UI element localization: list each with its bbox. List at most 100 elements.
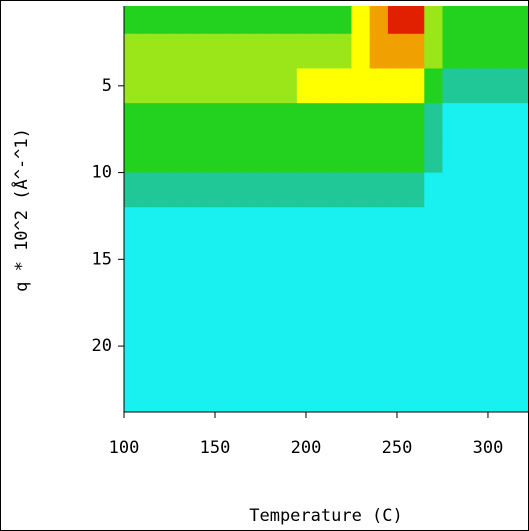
heatmap-cell <box>315 207 334 243</box>
heatmap-cell <box>124 68 134 104</box>
heatmap-cell <box>151 6 170 35</box>
heatmap-cell <box>242 33 261 69</box>
heatmap-cell <box>333 311 352 347</box>
heatmap-cell <box>424 311 443 347</box>
heatmap-cell <box>169 276 189 312</box>
heatmap-cell <box>442 33 462 69</box>
heatmap-cell <box>387 346 407 382</box>
heatmap-cell <box>478 346 498 382</box>
y-tick-label: 10 <box>92 163 112 183</box>
heatmap-cell <box>333 276 352 312</box>
heatmap-cell <box>242 172 261 208</box>
heatmap-cell <box>124 103 134 139</box>
y-tick-label: 5 <box>102 76 112 96</box>
heatmap-cell <box>351 207 371 243</box>
heatmap-cell <box>424 137 443 174</box>
heatmap-cell <box>442 276 462 312</box>
heatmap-cell <box>424 68 443 104</box>
heatmap-cell <box>497 311 516 347</box>
heatmap-cell <box>424 346 443 382</box>
heatmap-cell <box>169 68 189 104</box>
heatmap-cell <box>278 68 298 104</box>
heatmap-cell <box>351 241 371 278</box>
heatmap-cell <box>497 241 516 278</box>
heatmap-cell <box>260 276 280 312</box>
heatmap-cell <box>151 380 170 412</box>
heatmap-cell <box>124 346 134 382</box>
heatmap-cell <box>278 172 298 208</box>
heatmap-cell <box>133 380 152 412</box>
heatmap-cell <box>133 103 152 139</box>
heatmap-cell <box>351 380 371 412</box>
heatmap-cell <box>278 311 298 347</box>
heatmap-cell <box>369 137 389 174</box>
heatmap-cell <box>497 207 516 243</box>
heatmap-cell <box>406 172 425 208</box>
heatmap-cell <box>124 137 134 174</box>
heatmap-cell <box>187 68 207 104</box>
heatmap-cell <box>442 346 462 382</box>
heatmap-cell <box>387 241 407 278</box>
heatmap-cell <box>460 241 480 278</box>
heatmap-cell <box>242 380 261 412</box>
heatmap-cell <box>387 311 407 347</box>
heatmap-cell <box>406 103 425 139</box>
heatmap-cell <box>296 380 316 412</box>
heatmap-cell <box>224 137 243 174</box>
heatmap-cell <box>315 68 334 104</box>
heatmap-cell <box>278 6 298 35</box>
heatmap-cell <box>351 311 371 347</box>
heatmap-cell <box>224 68 243 104</box>
heatmap-cell <box>333 241 352 278</box>
heatmap-cell <box>187 380 207 412</box>
heatmap-cell <box>260 137 280 174</box>
heatmap-cell <box>187 241 207 278</box>
heatmap-cell <box>205 33 225 69</box>
heatmap-cell <box>224 172 243 208</box>
heatmap-cell <box>406 346 425 382</box>
heatmap-cell <box>151 346 170 382</box>
heatmap-cell <box>460 346 480 382</box>
heatmap-cell <box>169 6 189 35</box>
heatmap-cell <box>387 68 407 104</box>
x-tick-label: 100 <box>109 438 140 458</box>
heatmap-cell <box>151 103 170 139</box>
heatmap-cell <box>205 137 225 174</box>
heatmap-cell <box>515 311 528 347</box>
heatmap-cell <box>296 103 316 139</box>
heatmap-cell <box>278 241 298 278</box>
heatmap-cell <box>424 207 443 243</box>
heatmap-cell <box>242 276 261 312</box>
heatmap-cell <box>278 33 298 69</box>
heatmap-cell <box>406 137 425 174</box>
heatmap-cell <box>133 6 152 35</box>
heatmap-cell <box>151 241 170 278</box>
heatmap-cell <box>296 68 316 104</box>
heatmap-cell <box>133 207 152 243</box>
heatmap-cell <box>478 241 498 278</box>
heatmap-cell <box>187 276 207 312</box>
heatmap-cell <box>369 346 389 382</box>
heatmap-cell <box>278 276 298 312</box>
heatmap-cell <box>169 311 189 347</box>
heatmap-cell <box>478 380 498 412</box>
heatmap-cell <box>296 6 316 35</box>
heatmap-cell <box>133 241 152 278</box>
heatmap-cell <box>296 276 316 312</box>
heatmap-cell <box>460 137 480 174</box>
heatmap-cell <box>205 207 225 243</box>
heatmap-cell <box>478 172 498 208</box>
heatmap-cell <box>369 103 389 139</box>
heatmap-cell <box>442 103 462 139</box>
heatmap-cell <box>497 103 516 139</box>
heatmap-cell <box>187 103 207 139</box>
heatmap-cell <box>515 276 528 312</box>
heatmap-cell <box>315 103 334 139</box>
heatmap-cell <box>242 6 261 35</box>
x-axis-label: Temperature (C) <box>249 506 403 526</box>
heatmap-cell <box>497 380 516 412</box>
heatmap-cell <box>315 311 334 347</box>
heatmap-cell <box>169 346 189 382</box>
heatmap-cell <box>124 207 134 243</box>
heatmap-cell <box>133 68 152 104</box>
